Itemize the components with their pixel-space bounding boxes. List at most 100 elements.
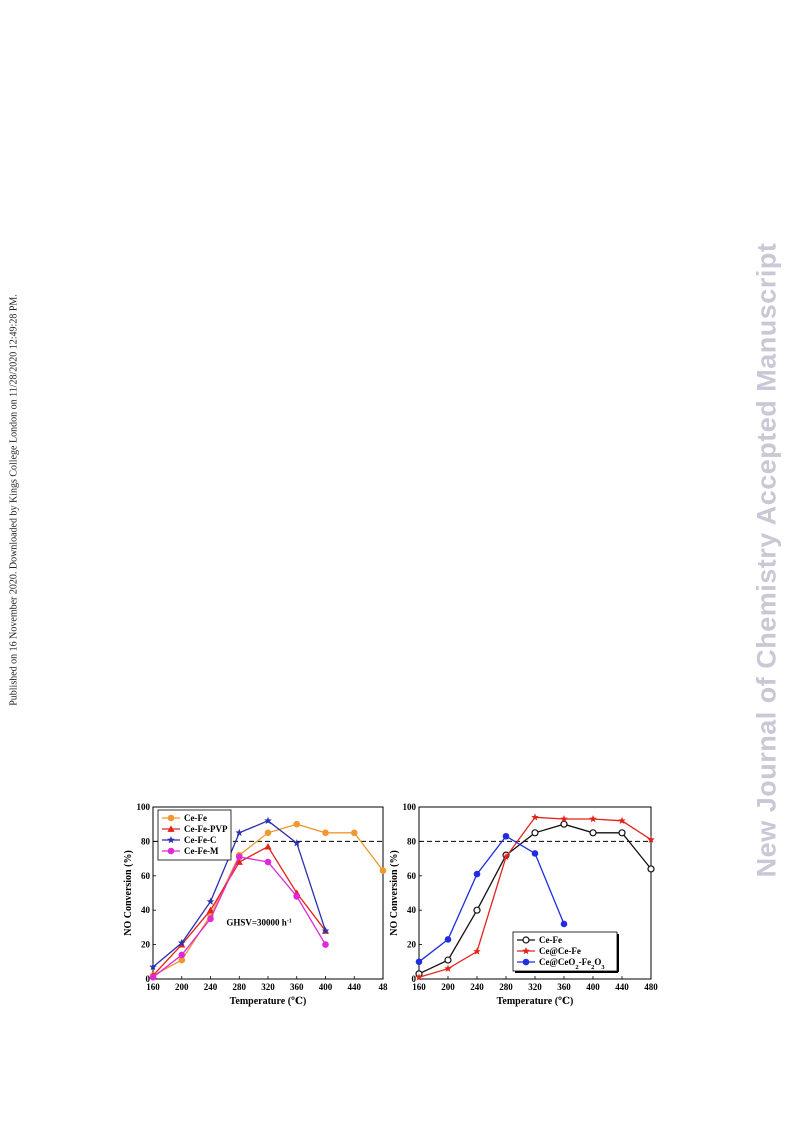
data-point [473,906,481,914]
legend-entry: Ce@CeO2-Fe2O3 [539,957,605,971]
x-tick-label: 440 [348,982,362,992]
legend-entry: Ce-Fe-M [184,846,219,856]
legend-swatch-marker [167,836,175,844]
data-point [560,815,568,823]
y-tick-label: 20 [407,940,417,950]
x-tick-label: 160 [412,982,426,992]
x-tick-label: 200 [175,982,189,992]
x-tick-label: 320 [261,982,275,992]
data-point [589,815,597,823]
data-point [149,962,157,971]
x-tick-label: 48 [379,982,389,992]
data-point [531,850,539,857]
legend-swatch-marker [522,958,530,966]
x-tick-label: 400 [586,982,600,992]
data-point [415,973,423,981]
data-point [647,835,655,843]
series-ce-fe [415,820,655,978]
data-point [207,915,214,923]
legend-entry: Ce-Fe [184,813,207,823]
y-tick-label: 80 [141,836,151,846]
data-point [531,829,539,837]
legend-swatch-marker [522,947,530,955]
x-tick-label: 320 [528,982,542,992]
data-point [350,829,358,837]
x-axis-label: Temperature (℃) [230,996,307,1007]
data-point [177,938,186,947]
download-note: Published on 16 November 2020. Downloade… [8,294,20,706]
data-point [264,816,272,824]
data-point [292,839,301,847]
data-point [415,958,423,966]
data-point [531,813,539,821]
x-tick-label: 360 [290,982,304,992]
y-tick-label: 40 [407,905,417,915]
data-point [560,820,568,828]
legend-entry: Ce-Fe [539,935,562,945]
data-point [235,858,243,865]
data-point [647,865,655,873]
x-tick-label: 440 [615,982,629,992]
data-point [589,829,597,837]
series-ce-fe-m [149,853,329,981]
series-ce-fe-pvp [149,842,330,979]
data-point [178,951,186,959]
data-point [321,926,330,935]
legend-swatch-marker [522,936,530,944]
y-axis-label: NO Conversion (%) [123,850,134,936]
data-point [618,829,626,837]
series-line [418,835,565,963]
y-tick-label: 20 [141,940,151,950]
data-point [293,820,301,828]
data-point [473,870,481,878]
y-tick-label: 40 [141,905,151,915]
x-tick-label: 480 [644,982,658,992]
x-tick-label: 240 [204,982,218,992]
data-point [264,858,272,866]
data-point [149,973,157,981]
y-tick-label: 60 [141,871,151,881]
data-point [235,828,244,837]
data-point [322,941,329,948]
legend-entry: Ce@Ce-Fe [539,946,581,956]
y-tick-label: 60 [407,871,417,881]
y-tick-label: 0 [412,974,417,984]
data-point [444,936,452,943]
data-point [206,897,215,905]
data-point [293,893,301,900]
chart-left-no-conversion: 160 200 240 280 320 360 400 440 48020406080100Te… [123,802,389,1007]
legend-entry: Ce-Fe-C [184,835,216,845]
x-tick-label: 280 [499,982,513,992]
x-tick-label: 400 [319,982,333,992]
series-ce-fe-c [149,816,330,971]
data-point [444,956,452,964]
x-tick-label: 360 [557,982,571,992]
series-ce-ceo2-fe2o3 [415,832,568,966]
y-tick-label: 100 [403,802,417,812]
chart-right-no-conversion: 160 200 240 280 320 360 400 440 480 0 20 40 60 80 100 T… [389,802,658,1007]
data-point [264,842,272,850]
data-point [473,947,481,955]
ghsv-annotation: GHSV=30000 h-1 [226,918,291,928]
legend-swatch-marker [167,847,175,855]
data-point [379,867,387,874]
data-point [502,852,510,861]
y-tick-label: 100 [137,802,151,812]
data-point [264,829,272,837]
data-point [206,906,215,914]
x-tick-label: 280 [233,982,247,992]
data-point [235,853,243,861]
data-point [618,816,626,824]
journal-watermark: New Journal of Chemistry Accepted Manusc… [751,242,782,878]
x-tick-label: 200 [441,982,455,992]
x-tick-label: 240 [470,982,484,992]
y-tick-label: 80 [407,836,417,846]
y-axis-label: NO Conversion (%) [389,850,400,936]
legend-swatch-marker [167,825,175,832]
data-point [560,920,568,928]
data-point [444,964,452,972]
data-point [502,832,510,840]
data-point [322,829,329,837]
